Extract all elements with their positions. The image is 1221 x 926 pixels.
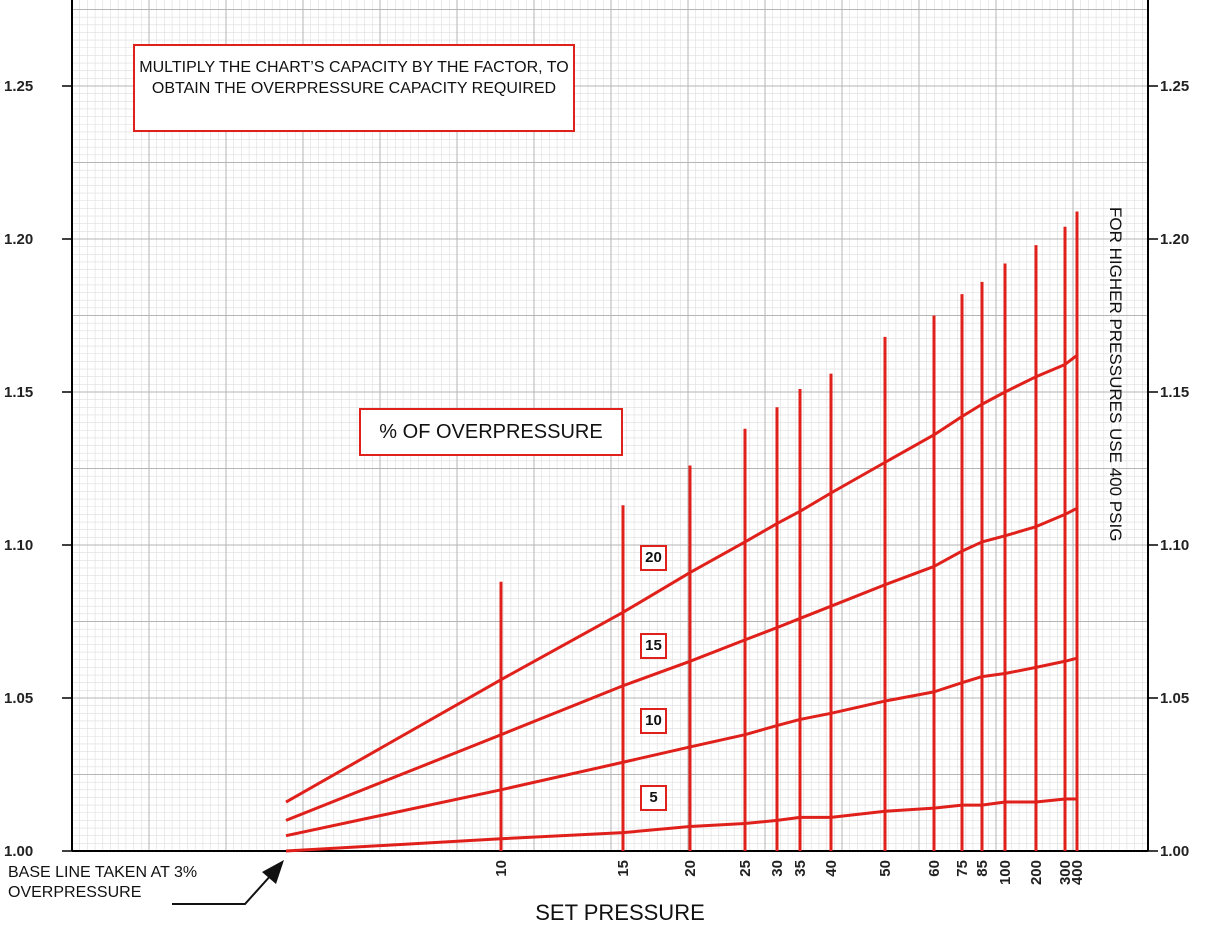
x-tick-label: 50 <box>877 860 894 877</box>
y-tick-label-right: 1.25 <box>1160 78 1189 95</box>
x-tick-label: 15 <box>615 860 632 877</box>
multiply-note: MULTIPLY THE CHART’S CAPACITY BY THE FAC… <box>133 44 575 132</box>
x-tick-label: 30 <box>769 860 786 877</box>
baseline-note: BASE LINE TAKEN AT 3% OVERPRESSURE <box>8 863 268 903</box>
y-tick-label-right: 1.00 <box>1160 843 1189 860</box>
y-tick-label-left: 1.00 <box>4 843 33 860</box>
x-tick-label: 10 <box>493 860 510 877</box>
tick-labels: 1.00 1.00 1.05 1.05 1.10 1.10 1.15 1.15 1.20 1.20… <box>4 78 1189 885</box>
overpressure-title: % OF OVERPRESSURE <box>359 408 623 456</box>
y-tick-label-left: 1.15 <box>4 384 33 401</box>
x-tick-label: 100 <box>997 860 1014 885</box>
y-tick-label-left: 1.20 <box>4 231 33 248</box>
x-tick-label: 300 <box>1057 860 1074 885</box>
y-tick-label-right: 1.05 <box>1160 690 1189 707</box>
y-tick-label-right: 1.20 <box>1160 231 1189 248</box>
baseline-arrow-shaft <box>172 873 273 905</box>
x-tick-label: 20 <box>682 860 699 877</box>
x-axis-label: SET PRESSURE <box>535 900 705 925</box>
x-tick-label: 35 <box>792 860 809 877</box>
series-label-10: 10 <box>640 708 667 734</box>
series-line-20 <box>285 354 1078 804</box>
y-tick-label-right: 1.15 <box>1160 384 1189 401</box>
y-tick-label-left: 1.05 <box>4 690 33 707</box>
baseline-arrow-head <box>262 860 284 884</box>
y-tick-label-left: 1.10 <box>4 537 33 554</box>
x-tick-label: 25 <box>737 860 754 877</box>
x-tick-label: 85 <box>974 860 991 877</box>
y-tick-label-right: 1.10 <box>1160 537 1189 554</box>
x-tick-label: 400 <box>1069 860 1086 885</box>
axes <box>71 0 1149 852</box>
baseline-note-line2: OVERPRESSURE <box>8 884 142 901</box>
y-tick-label-left: 1.25 <box>4 78 33 95</box>
x-tick-label: 200 <box>1028 860 1045 885</box>
series-label-20: 20 <box>640 545 667 571</box>
x-tick-label: 40 <box>823 860 840 877</box>
baseline-note-line1: BASE LINE TAKEN AT 3% <box>8 864 198 881</box>
x-tick-label: 75 <box>954 860 971 877</box>
series-line-15 <box>285 506 1078 822</box>
series-label-15: 15 <box>640 633 667 659</box>
x-tick-label: 60 <box>926 860 943 877</box>
baseline-arrow <box>172 860 284 905</box>
series-line-5 <box>285 797 1077 853</box>
set-pressure-lines <box>499 211 1079 851</box>
higher-pressure-note: FOR HIGHER PRESSURES USE 400 PSIG <box>1106 207 1125 542</box>
series-line-10 <box>285 656 1078 838</box>
overpressure-series <box>285 354 1078 853</box>
series-label-5: 5 <box>640 785 667 811</box>
grid-minor <box>72 0 1148 851</box>
